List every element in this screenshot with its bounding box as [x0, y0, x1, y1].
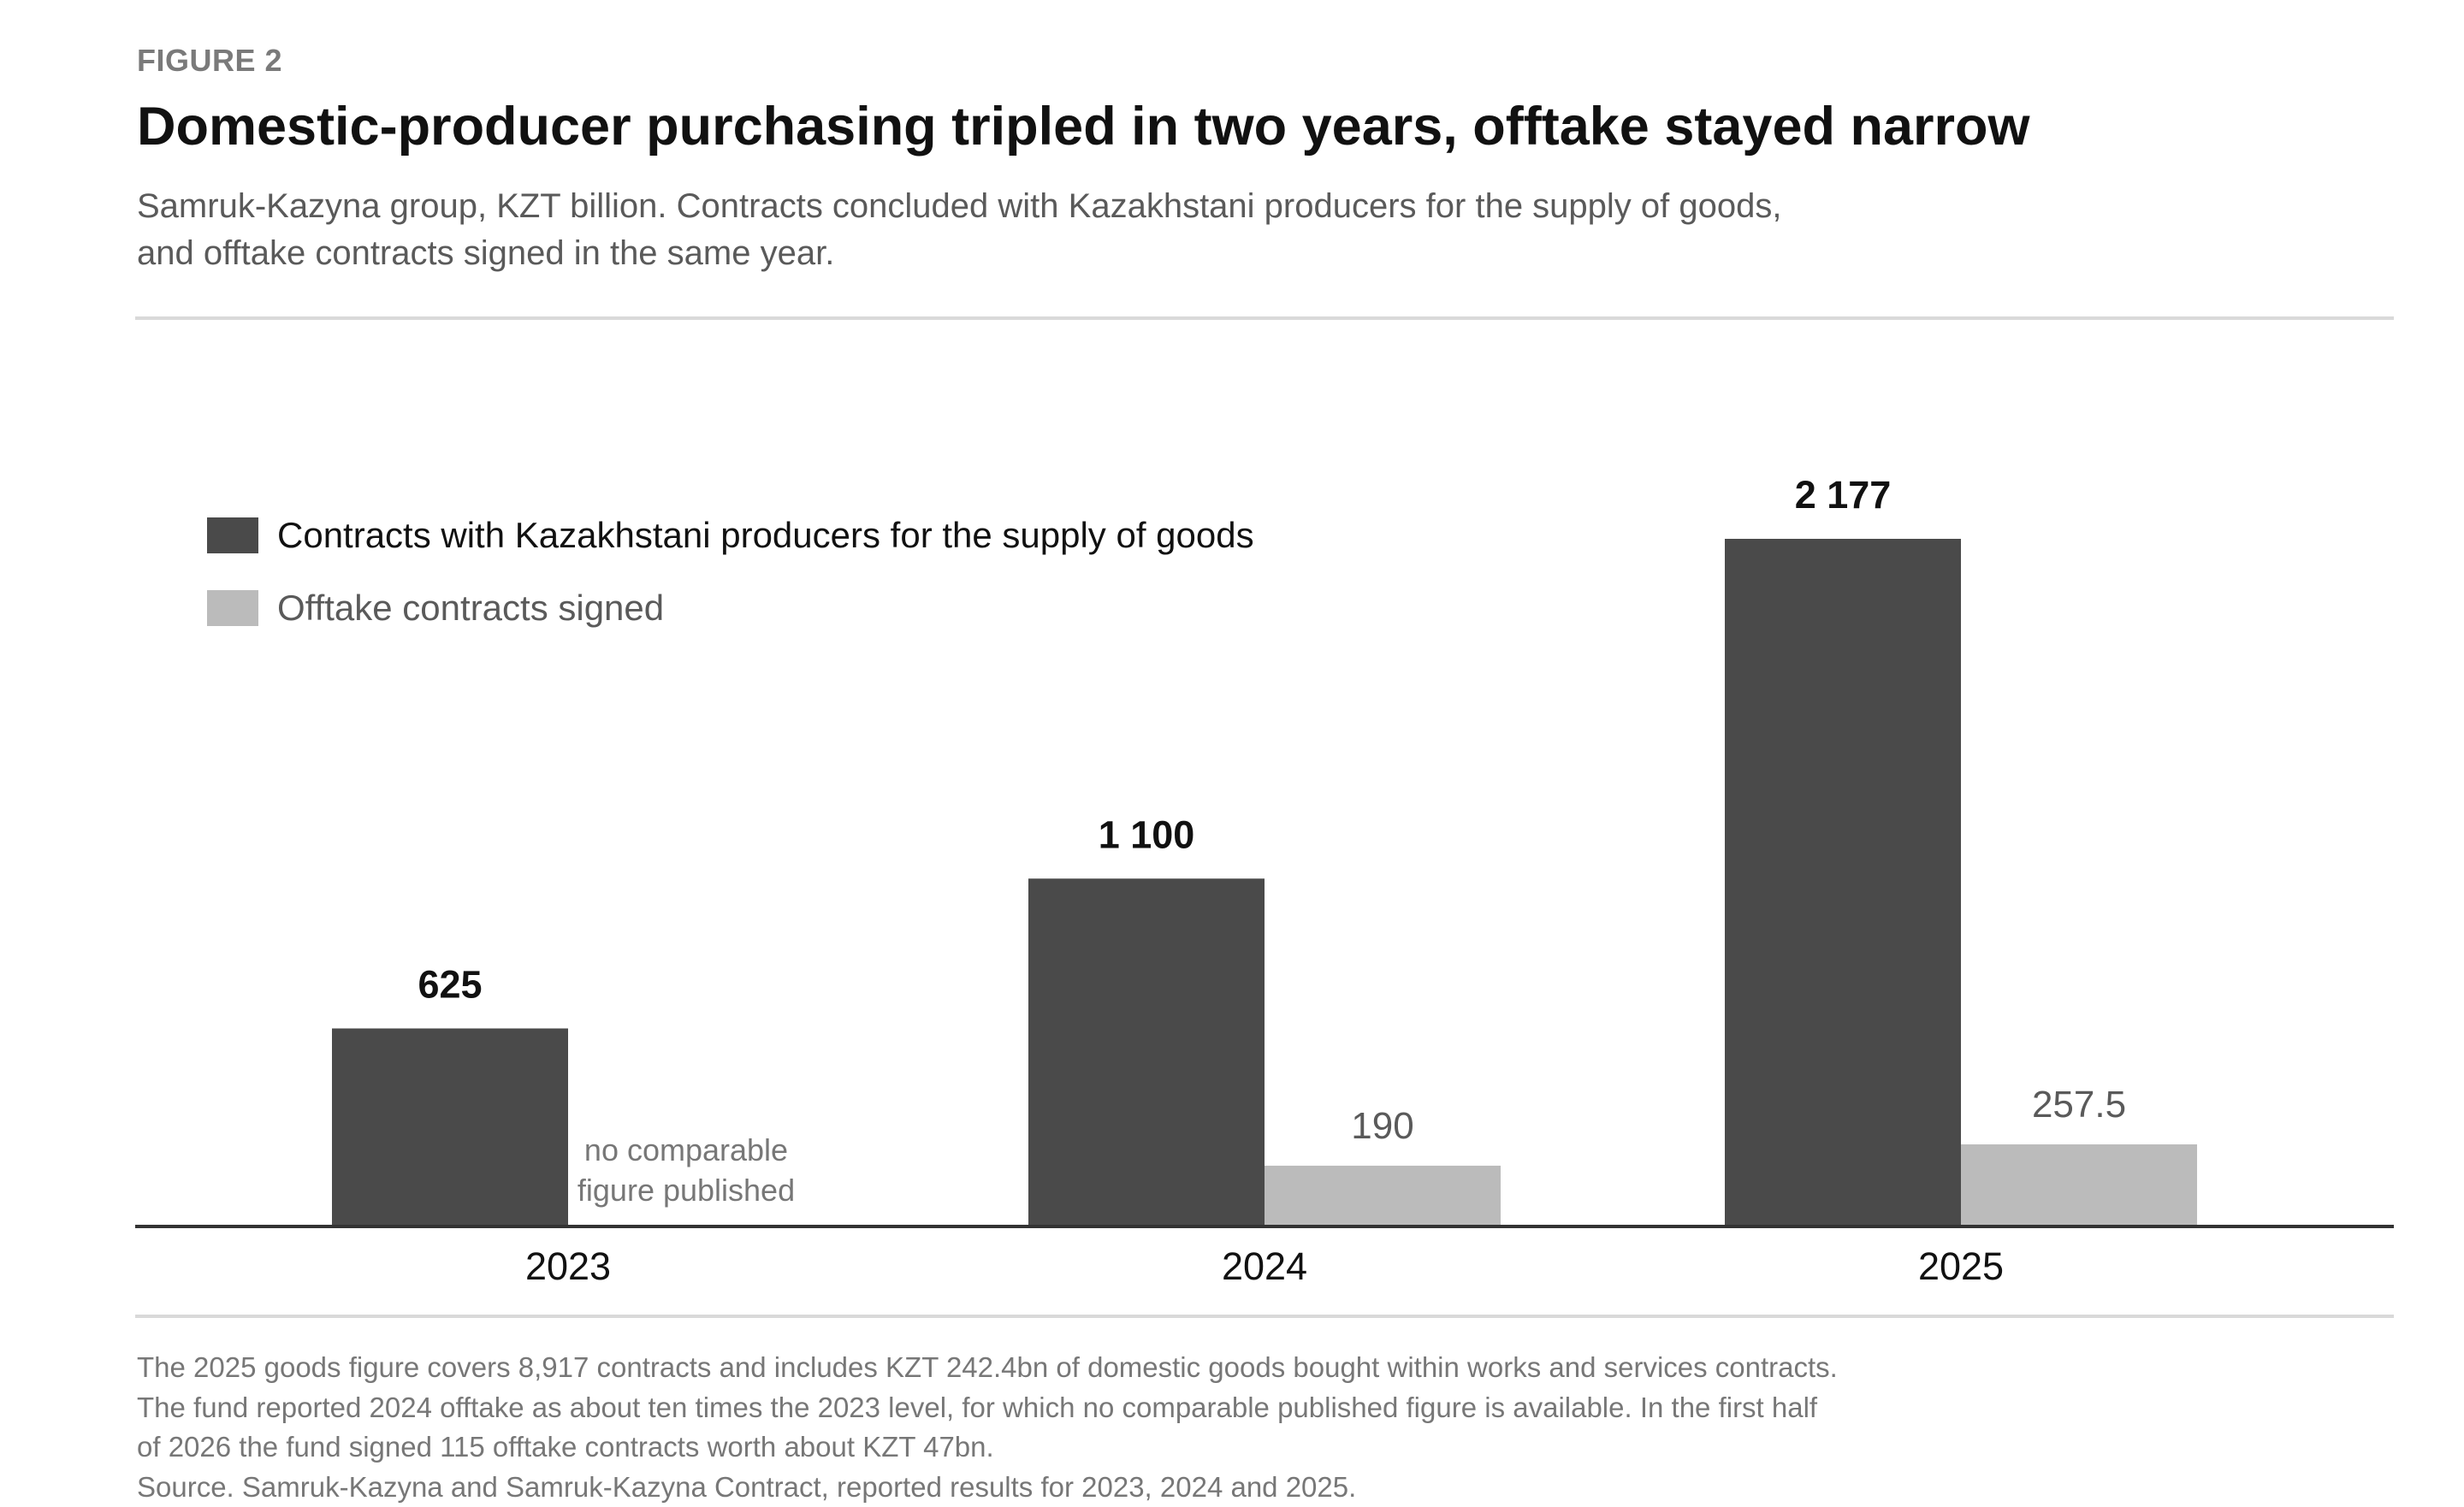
data-label-goods-2024: 1 100 [1099, 813, 1195, 856]
note-line-3: of 2026 the fund signed 115 offtake cont… [137, 1427, 2190, 1468]
bar-goods-2023 [332, 1028, 568, 1226]
bar-offtake-2024 [1265, 1166, 1501, 1226]
chart-notes: The 2025 goods figure covers 8,917 contr… [137, 1348, 2190, 1507]
chart-legend: Contracts with Kazakhstani producers for… [207, 510, 1254, 655]
bar-goods-2024 [1028, 878, 1265, 1226]
note-line-1: The 2025 goods figure covers 8,917 contr… [137, 1348, 2190, 1388]
legend-item-offtake: Offtake contracts signed [207, 582, 1254, 634]
x-tick-label-2024: 2024 [1222, 1244, 1307, 1288]
legend-label-offtake: Offtake contracts signed [277, 588, 664, 629]
data-label-goods-2023: 625 [418, 962, 482, 1006]
data-label-goods-2025: 2 177 [1795, 473, 1892, 517]
legend-item-goods: Contracts with Kazakhstani producers for… [207, 510, 1254, 561]
x-tick-label-2025: 2025 [1918, 1244, 2004, 1288]
legend-swatch-goods [207, 517, 258, 553]
annotation-no-comparable-line-2: figure published [578, 1173, 795, 1208]
data-label-offtake-2024: 190 [1351, 1105, 1413, 1147]
bar-chart: 625 2023 1 100 190 2024 2 177 257.5 2025 no comp… [0, 0, 2464, 1317]
data-label-offtake-2025: 257.5 [2032, 1084, 2126, 1126]
bottom-divider [135, 1315, 2394, 1318]
legend-swatch-offtake [207, 590, 258, 626]
source-line: Source. Samruk-Kazyna and Samruk-Kazyna … [137, 1468, 2190, 1507]
x-tick-label-2023: 2023 [525, 1244, 611, 1288]
annotation-no-comparable-line-1: no comparable [584, 1132, 788, 1167]
bar-goods-2025 [1725, 539, 1961, 1226]
bar-offtake-2025 [1961, 1144, 2197, 1226]
note-line-2: The fund reported 2024 offtake as about … [137, 1388, 2190, 1428]
legend-label-goods: Contracts with Kazakhstani producers for… [277, 515, 1254, 556]
